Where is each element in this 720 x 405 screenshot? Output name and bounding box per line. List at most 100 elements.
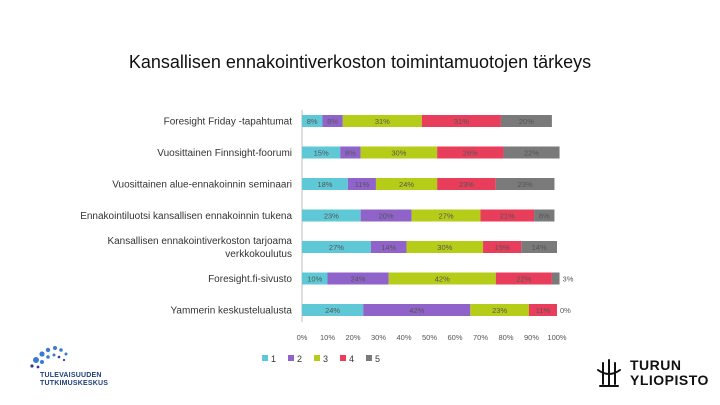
bar-segment xyxy=(534,209,555,222)
legend-label: 4 xyxy=(349,354,354,364)
data-label: 31% xyxy=(375,117,390,126)
bar-segment xyxy=(340,146,361,159)
bar-segment xyxy=(347,178,376,190)
bar-segment xyxy=(342,115,422,127)
data-label: 8% xyxy=(539,212,550,221)
bar-segment xyxy=(437,146,504,159)
data-label: 42% xyxy=(409,306,424,315)
data-label: 27% xyxy=(329,243,344,252)
university-of-turku-logo: TURUN YLIOPISTO xyxy=(590,352,710,396)
bar-segment xyxy=(406,241,484,253)
data-label: 11% xyxy=(536,306,551,315)
bar-segment xyxy=(302,304,364,316)
data-label: 15% xyxy=(314,149,329,158)
legend-swatch xyxy=(340,355,346,361)
bar-segment xyxy=(495,272,552,285)
x-tick-label: 0% xyxy=(297,333,308,342)
legend-swatch xyxy=(262,355,268,361)
data-label: 24% xyxy=(325,306,340,315)
bar-segment xyxy=(551,272,560,285)
legend-label: 1 xyxy=(271,354,276,364)
data-label: 8% xyxy=(345,149,356,158)
bar-segment xyxy=(322,115,343,127)
data-label: 23% xyxy=(518,180,533,189)
bar-segment xyxy=(302,115,323,127)
data-label: 24% xyxy=(399,180,414,189)
bar-segment xyxy=(500,115,552,127)
bar-segment xyxy=(302,241,371,253)
x-tick-label: 70% xyxy=(473,333,488,342)
x-tick-label: 90% xyxy=(524,333,539,342)
bar-segment xyxy=(375,178,438,190)
data-label: 27% xyxy=(439,212,454,221)
bar-segment xyxy=(363,304,471,316)
x-tick-label: 50% xyxy=(422,333,437,342)
data-label: 30% xyxy=(437,243,452,252)
bar-segment xyxy=(437,178,496,190)
data-label: 20% xyxy=(519,117,534,126)
x-tick-label: 40% xyxy=(396,333,411,342)
legend-label: 2 xyxy=(297,354,302,364)
bar-segment xyxy=(503,146,560,159)
legend-label: 3 xyxy=(323,354,328,364)
data-label: 22% xyxy=(516,275,531,284)
data-label: 23% xyxy=(459,180,474,189)
bar-segment xyxy=(470,304,529,316)
bar-segment xyxy=(370,241,407,253)
chart-title: Kansallisen ennakointiverkoston toiminta… xyxy=(128,52,592,72)
dots-logo-icon xyxy=(30,346,68,369)
x-tick-label: 60% xyxy=(447,333,462,342)
data-label: 15% xyxy=(495,243,510,252)
seal-icon xyxy=(597,359,621,387)
data-label: 11% xyxy=(355,180,370,189)
bar-segment xyxy=(360,146,438,159)
bar-segment xyxy=(388,272,496,285)
bar-segment xyxy=(528,304,557,316)
legend-label: 5 xyxy=(375,354,380,364)
data-label: 31% xyxy=(454,117,469,126)
bar-segment xyxy=(495,178,555,190)
bar-segment xyxy=(411,209,481,222)
data-label: 3% xyxy=(563,275,574,284)
category-label: Kansallisen ennakointiverkoston tarjoama… xyxy=(107,236,292,260)
logo-left-line2: TUTKIMUSKESKUS xyxy=(40,380,109,387)
data-label: 8% xyxy=(327,117,338,126)
data-label: 10% xyxy=(307,275,322,284)
legend-swatch xyxy=(366,355,372,361)
futures-research-centre-logo: TULEVAISUUDEN TUTKIMUSKESKUS xyxy=(24,342,124,394)
legend-swatch xyxy=(314,355,320,361)
data-label: 14% xyxy=(381,243,396,252)
data-label: 8% xyxy=(307,117,318,126)
bar-segment xyxy=(480,209,535,222)
data-label: 22% xyxy=(524,149,539,158)
bar-segment xyxy=(302,146,341,159)
data-label: 20% xyxy=(379,212,394,221)
bar-segment xyxy=(360,209,412,222)
category-label: Foresight Friday -tapahtumat xyxy=(164,117,293,128)
data-label: 42% xyxy=(435,275,450,284)
x-tick-label: 100% xyxy=(547,333,567,342)
bar-segment xyxy=(327,272,389,285)
category-label: Yammerin keskustelualusta xyxy=(170,306,292,317)
x-tick-label: 30% xyxy=(371,333,386,342)
category-label: Vuosittainen Finnsight-foorumi xyxy=(157,148,292,159)
data-label: 24% xyxy=(351,275,366,284)
bar-segment xyxy=(302,178,348,190)
data-label: 14% xyxy=(532,243,547,252)
data-label: 0% xyxy=(560,306,571,315)
bar-segment xyxy=(521,241,557,253)
data-label: 26% xyxy=(463,149,478,158)
bar-segment xyxy=(483,241,522,253)
x-tick-label: 80% xyxy=(498,333,513,342)
category-label: Foresight.fi-sivusto xyxy=(208,274,292,285)
x-tick-label: 20% xyxy=(345,333,360,342)
data-label: 18% xyxy=(317,180,332,189)
bar-segment xyxy=(302,209,361,222)
data-label: 30% xyxy=(391,149,406,158)
bar-segment xyxy=(421,115,501,127)
data-label: 21% xyxy=(500,212,515,221)
x-tick-label: 10% xyxy=(320,333,335,342)
logo-right-line2: YLIOPISTO xyxy=(630,372,709,388)
logo-left-line1: TULEVAISUUDEN xyxy=(40,372,102,379)
